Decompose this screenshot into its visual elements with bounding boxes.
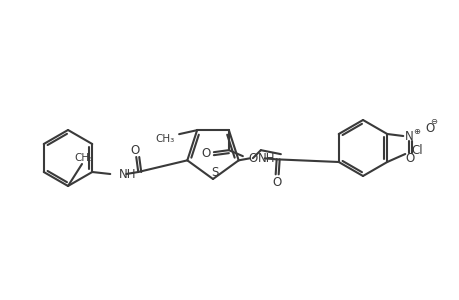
Text: O: O: [201, 147, 210, 160]
Text: CH₃: CH₃: [155, 134, 174, 144]
Text: CH₃: CH₃: [74, 153, 94, 163]
Text: NH: NH: [119, 167, 136, 181]
Text: S: S: [211, 166, 218, 178]
Text: N: N: [404, 130, 413, 143]
Text: O: O: [405, 152, 414, 166]
Text: O: O: [271, 176, 281, 189]
Text: NH: NH: [257, 152, 274, 165]
Text: ⊖: ⊖: [429, 118, 436, 127]
Text: Cl: Cl: [410, 143, 422, 157]
Text: ⊕: ⊕: [412, 127, 419, 136]
Text: O: O: [130, 143, 140, 157]
Text: O: O: [248, 152, 257, 165]
Text: O: O: [424, 122, 434, 136]
